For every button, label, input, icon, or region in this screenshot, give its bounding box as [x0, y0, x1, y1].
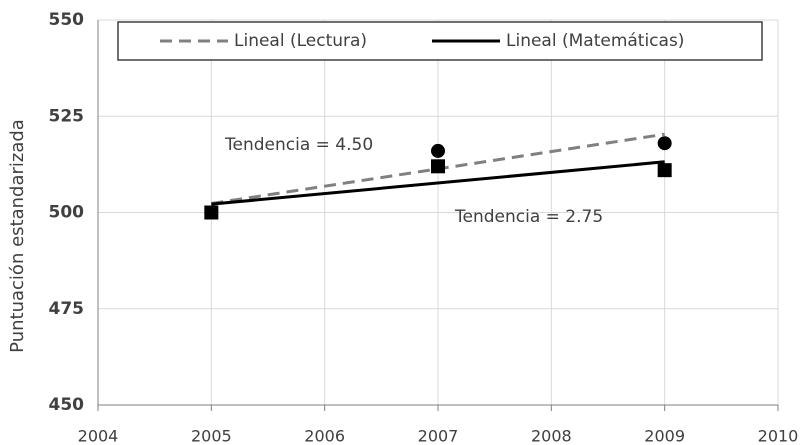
y-tick-label: 450 — [49, 395, 85, 415]
y-tick-label: 525 — [49, 106, 85, 126]
y-tick-label: 550 — [49, 10, 85, 30]
x-tick-label: 2008 — [531, 427, 572, 445]
annotation: Tendencia = 4.50 — [224, 135, 373, 155]
x-tick-label: 2009 — [644, 427, 685, 445]
x-tick-label: 2007 — [418, 427, 459, 445]
x-tick-label: 2004 — [78, 427, 119, 445]
point — [431, 143, 445, 158]
point — [657, 163, 672, 178]
point — [431, 159, 445, 174]
y-tick-label: 500 — [49, 203, 85, 223]
y-axis-label: Puntuación estandarizada — [7, 119, 28, 353]
trend-line — [211, 160, 665, 206]
legend-label: Lineal (Lectura) — [234, 31, 367, 51]
annotation: Tendencia = 2.75 — [454, 207, 603, 227]
y-tick-label: 475 — [49, 299, 85, 319]
point — [657, 136, 672, 151]
legend-label: Lineal (Matemáticas) — [506, 31, 684, 51]
point — [204, 205, 219, 220]
x-tick-label: 2010 — [758, 427, 799, 445]
x-tick-label: 2005 — [191, 427, 232, 445]
x-tick-label: 2006 — [304, 427, 345, 445]
